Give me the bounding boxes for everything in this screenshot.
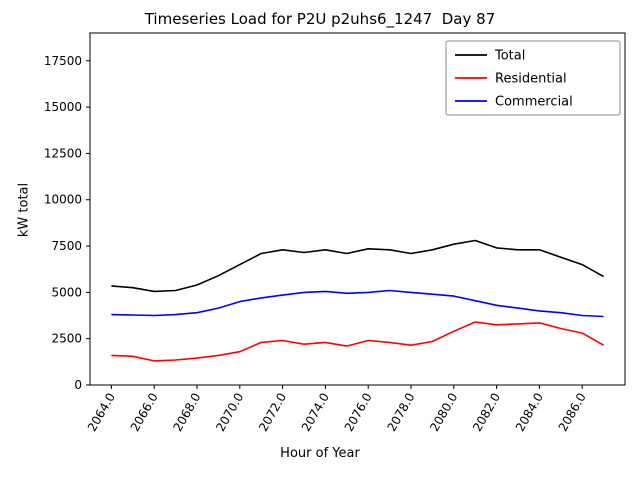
- legend-label-commercial: Commercial: [495, 95, 573, 110]
- series-line-total: [111, 239, 604, 293]
- y-tick-label: 7500: [51, 239, 82, 253]
- legend-box: [445, 40, 621, 116]
- y-tick-label: 2500: [51, 332, 82, 346]
- x-tick-label: 2074.0: [299, 391, 332, 434]
- legend-label-total: Total: [494, 49, 525, 64]
- y-axis-label: kW total: [16, 182, 32, 238]
- y-tick-label: 12500: [44, 146, 82, 160]
- x-tick-label: 2080.0: [427, 391, 460, 434]
- x-tick-label: 2084.0: [513, 391, 546, 434]
- y-tick-label: 0: [74, 378, 82, 392]
- x-tick-label: 2068.0: [170, 391, 203, 434]
- x-tick-label: 2078.0: [384, 391, 417, 434]
- x-tick-label: 2082.0: [470, 391, 503, 434]
- y-tick-label: 10000: [44, 193, 82, 207]
- x-tick-label: 2070.0: [213, 391, 246, 434]
- x-tick-label: 2072.0: [256, 391, 289, 434]
- legend-label-residential: Residential: [495, 72, 567, 87]
- x-tick-label: 2086.0: [556, 391, 589, 434]
- x-axis-label: Hour of Year: [280, 446, 360, 461]
- y-tick-label: 5000: [51, 285, 82, 299]
- series-line-commercial: [111, 289, 604, 318]
- x-tick-label: 2076.0: [342, 391, 375, 434]
- x-tick-label: 2066.0: [128, 391, 161, 434]
- chart-title: Timeseries Load for P2U p2uhs6_1247 Day …: [144, 10, 496, 28]
- x-tick-label: 2064.0: [85, 391, 118, 434]
- series-line-residential: [111, 321, 604, 362]
- y-tick-label: 15000: [44, 100, 82, 114]
- y-tick-label: 17500: [44, 54, 82, 68]
